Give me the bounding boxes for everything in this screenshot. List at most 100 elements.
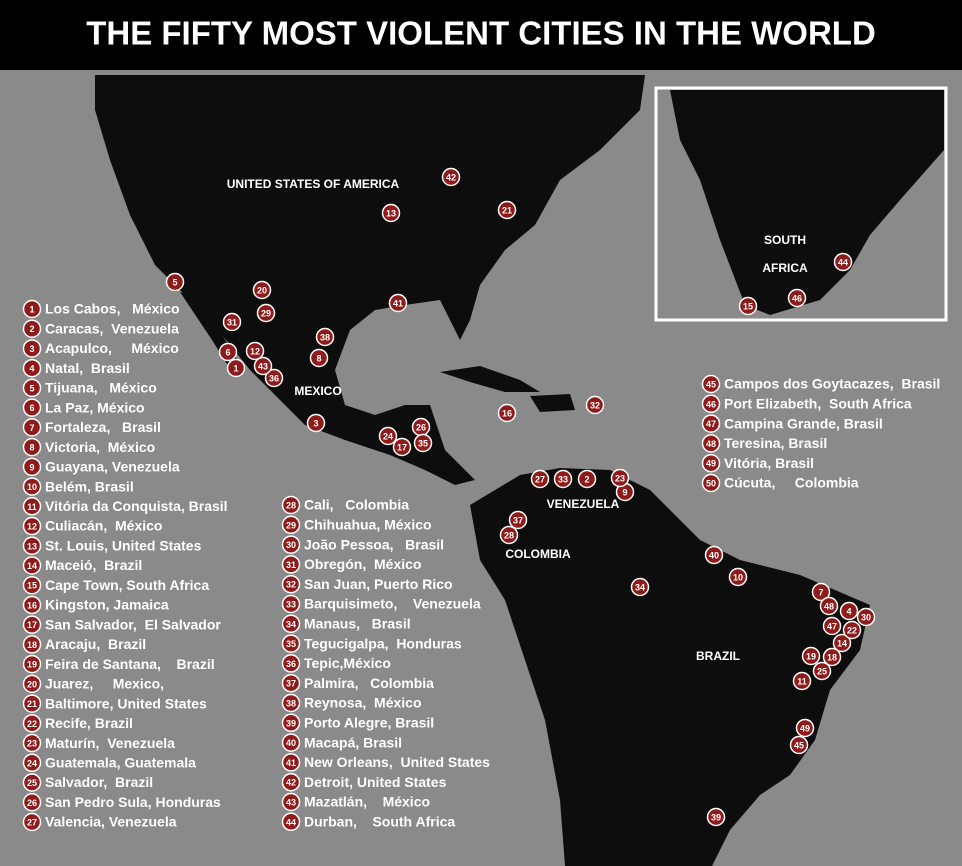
list-badge: 22 (22, 714, 42, 733)
city-name: Caracas, Venezuela (45, 320, 179, 336)
badge-number: 15 (743, 302, 753, 312)
list-badge: 13 (22, 536, 42, 556)
badge-number: 47 (827, 622, 837, 632)
city-marker: 45 (789, 735, 809, 755)
city-marker: 44 (833, 252, 853, 272)
city-name: João Pessoa, Brasil (304, 536, 444, 552)
badge-number: 32 (590, 401, 600, 411)
city-marker: 30 (856, 607, 876, 627)
city-name: Los Cabos, México (45, 301, 180, 317)
city-name: Cape Town, South Africa (45, 577, 209, 593)
city-name: Kingston, Jamaica (45, 597, 169, 613)
city-marker: 12 (245, 341, 265, 361)
badge-circle (281, 733, 301, 752)
badge-circle (812, 661, 832, 681)
city-name: Fortaleza, Brasil (45, 419, 161, 435)
city-name: Porto Alegre, Brasil (304, 715, 434, 731)
city-marker: 32 (585, 395, 605, 415)
badge-circle (22, 674, 42, 694)
list-badge: 1 (22, 299, 42, 319)
city-name: Obregón, México (304, 556, 421, 572)
badge-circle (22, 635, 42, 654)
badge-circle (22, 477, 42, 496)
badge-number: 9 (622, 488, 627, 498)
badge-number: 41 (393, 299, 403, 309)
badge-number: 39 (711, 813, 721, 823)
badge-circle (281, 535, 301, 554)
city-marker: 25 (812, 661, 832, 681)
city-name: St. Louis, United States (45, 537, 202, 553)
list-badge: 32 (281, 574, 301, 594)
list-badge: 16 (22, 595, 42, 615)
badge-circle (22, 378, 42, 398)
badge-circle (22, 339, 42, 358)
city-name: Natal, Brasil (45, 360, 130, 376)
city-marker: 38 (315, 327, 335, 347)
badge-number: 33 (286, 600, 296, 610)
badge-number: 12 (250, 347, 260, 357)
badge-circle (704, 545, 724, 565)
badge-circle (315, 327, 335, 347)
list-badge: 29 (281, 515, 301, 535)
badge-circle (22, 615, 42, 634)
city-name: Aracaju, Brazil (45, 636, 146, 652)
badge-circle (226, 358, 246, 378)
badge-circle (701, 473, 721, 493)
badge-circle (508, 510, 528, 530)
city-name: Recife, Brazil (45, 715, 133, 731)
list-badge: 23 (22, 733, 42, 753)
badge-circle (22, 753, 42, 773)
title: THE FIFTY MOST VIOLENT CITIES IN THE WOR… (86, 15, 876, 52)
badge-number: 12 (27, 522, 37, 532)
badge-circle (218, 342, 238, 362)
badge-circle (253, 356, 273, 376)
list-badge: 44 (281, 812, 301, 832)
badge-circle (252, 280, 272, 300)
city-marker: 49 (795, 718, 815, 738)
badge-circle (701, 453, 721, 473)
badge-circle (281, 574, 301, 594)
list-badge: 27 (22, 812, 42, 832)
badge-circle (787, 288, 807, 308)
city-marker: 33 (553, 469, 573, 489)
badge-number: 19 (806, 652, 816, 662)
city-name: Durban, South Africa (304, 814, 455, 830)
list-badge: 48 (701, 434, 721, 453)
badge-number: 2 (29, 324, 34, 334)
city-marker: 47 (822, 616, 842, 636)
title-bar (0, 0, 962, 70)
city-marker: 3 (306, 413, 326, 433)
country-label: UNITED STATES OF AMERICA (227, 177, 400, 191)
country-label: COLOMBIA (505, 547, 571, 561)
badge-number: 3 (313, 419, 318, 429)
city-name: Macapá, Brasil (304, 734, 402, 750)
badge-number: 46 (706, 399, 716, 409)
list-badge: 7 (22, 418, 42, 437)
badge-circle (309, 348, 329, 368)
list-badge: 43 (281, 792, 301, 812)
badge-circle (728, 567, 748, 587)
badge-circle (738, 296, 758, 316)
south-america (470, 468, 870, 866)
badge-number: 31 (286, 560, 296, 570)
city-marker: 11 (792, 671, 812, 691)
badge-number: 22 (847, 626, 857, 636)
badge-number: 48 (824, 602, 834, 612)
badge-circle (413, 433, 433, 453)
badge-number: 34 (635, 583, 645, 593)
badge-number: 26 (416, 423, 426, 433)
badge-number: 2 (584, 475, 589, 485)
badge-number: 33 (558, 475, 568, 485)
badge-circle (22, 773, 42, 792)
badge-number: 9 (29, 462, 34, 472)
city-marker: 6 (218, 342, 238, 362)
city-marker: 27 (530, 469, 550, 489)
badge-number: 7 (818, 588, 823, 598)
badge-number: 27 (535, 475, 545, 485)
badge-circle (245, 341, 265, 361)
badge-number: 28 (504, 531, 514, 541)
badge-number: 38 (320, 333, 330, 343)
badge-number: 44 (838, 258, 848, 268)
badge-number: 24 (27, 758, 37, 768)
badge-number: 36 (286, 659, 296, 669)
